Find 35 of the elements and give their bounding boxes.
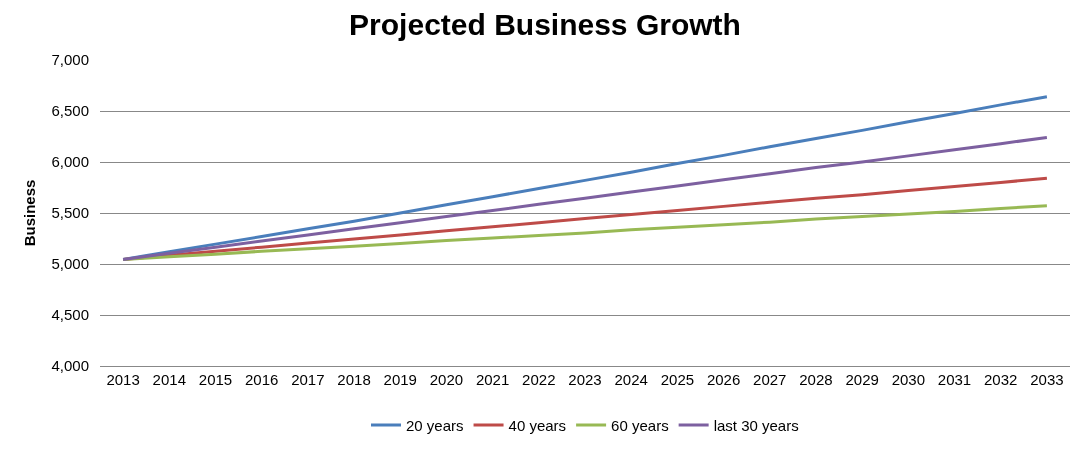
y-tick-label: 4,000 [51, 357, 89, 375]
legend-label: 60 years [611, 416, 669, 434]
y-tick-label: 6,000 [51, 153, 89, 171]
y-tick-label: 5,500 [51, 204, 89, 222]
legend-label: last 30 years [713, 416, 799, 434]
x-tick-label: 2032 [984, 371, 1018, 388]
x-tick-label: 2015 [198, 371, 233, 388]
y-tick-label: 4,500 [51, 306, 89, 324]
y-tick-label: 6,500 [51, 102, 89, 120]
x-tick-label: 2017 [291, 371, 325, 388]
x-tick-label: 2022 [522, 371, 556, 388]
x-tick-label: 2013 [106, 371, 140, 388]
chart-title: Projected Business Growth [349, 7, 741, 41]
x-tick-label: 2026 [706, 371, 741, 388]
x-tick-label: 2023 [568, 371, 602, 388]
x-tick-label: 2027 [753, 371, 787, 388]
x-tick-label: 2025 [660, 371, 695, 388]
y-axis-title: Business [20, 179, 38, 247]
legend-label: 20 years [406, 416, 464, 434]
legend-label: 40 years [508, 416, 567, 434]
x-tick-label: 2024 [614, 371, 648, 388]
x-tick-label: 2020 [429, 371, 464, 388]
x-tick-label: 2019 [383, 371, 417, 388]
y-tick-label: 5,000 [51, 255, 89, 273]
x-tick-label: 2016 [244, 371, 279, 388]
x-tick-label: 2018 [337, 371, 371, 388]
x-tick-label: 2031 [937, 371, 972, 388]
x-tick-label: 2033 [1030, 371, 1064, 388]
x-tick-label: 2029 [845, 371, 879, 388]
x-tick-label: 2021 [475, 371, 510, 388]
line-series [121, 136, 1049, 261]
y-tick-label: 7,000 [51, 51, 89, 69]
x-tick-label: 2030 [891, 371, 926, 388]
x-tick-label: 2028 [799, 371, 833, 388]
x-tick-label: 2014 [152, 371, 186, 388]
